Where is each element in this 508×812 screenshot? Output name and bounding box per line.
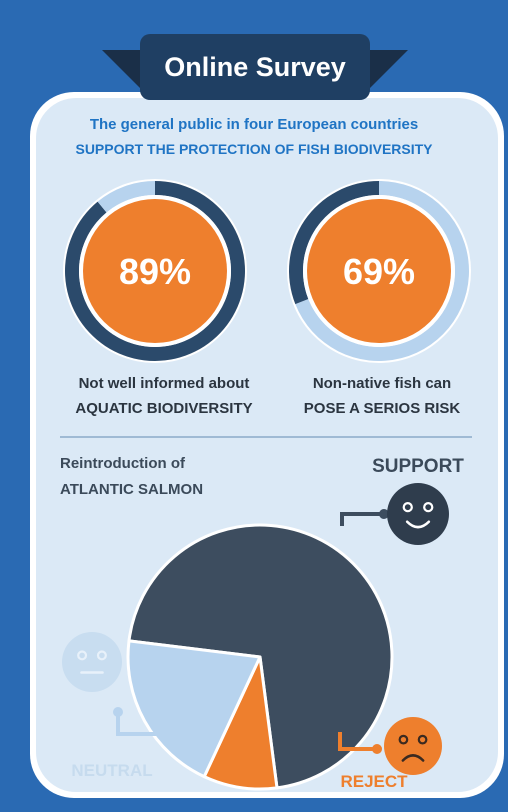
donut1-caption-line1: Not well informed about	[78, 375, 250, 392]
donut1-value-label: 89%	[119, 251, 191, 292]
support-connector	[340, 512, 384, 526]
divider	[60, 436, 472, 438]
reject-connector	[338, 732, 377, 751]
title-ribbon-left	[102, 50, 142, 90]
donut-chart-risk: 69%	[287, 179, 471, 363]
donut2-slice-1	[289, 181, 379, 305]
pie-chart-salmon: SUPPORT REJECT NEUTRAL	[62, 456, 464, 791]
smiley-happy-icon	[387, 483, 449, 545]
smiley-sad-icon	[384, 717, 442, 775]
intro-line-2: SUPPORT THE PROTECTION OF FISH BIODIVERS…	[75, 141, 433, 157]
donut1-slice-1	[97, 181, 155, 213]
support-label: SUPPORT	[372, 456, 464, 477]
donut2-center-disc	[307, 199, 451, 343]
pie-title-line2: ATLANTIC SALMON	[60, 481, 204, 498]
donut1-center-disc	[83, 199, 227, 343]
reject-label: REJECT	[340, 772, 408, 791]
donut2-caption-line2: POSE A SERIOS RISK	[303, 400, 461, 417]
pie-slice-neutral	[126, 639, 262, 779]
title-ribbon-right	[368, 50, 408, 90]
pie-title-line1: Reintroduction of	[60, 455, 185, 472]
reject-connector-dot	[372, 744, 382, 754]
donut2-value-label: 69%	[343, 251, 415, 292]
donut1-caption-line2: AQUATIC BIODIVERSITY	[75, 400, 253, 417]
neutral-label: NEUTRAL	[71, 761, 152, 780]
page-title: Online Survey	[140, 34, 370, 100]
support-connector-dot	[379, 509, 389, 519]
donut-chart-informed: 89%	[63, 179, 247, 363]
donut2-caption-line1: Non-native fish can	[312, 375, 452, 392]
smiley-neutral-icon	[62, 632, 122, 692]
neutral-connector	[116, 712, 182, 736]
intro-line-1: The general public in four European coun…	[89, 116, 419, 133]
neutral-connector-dot	[113, 707, 123, 717]
